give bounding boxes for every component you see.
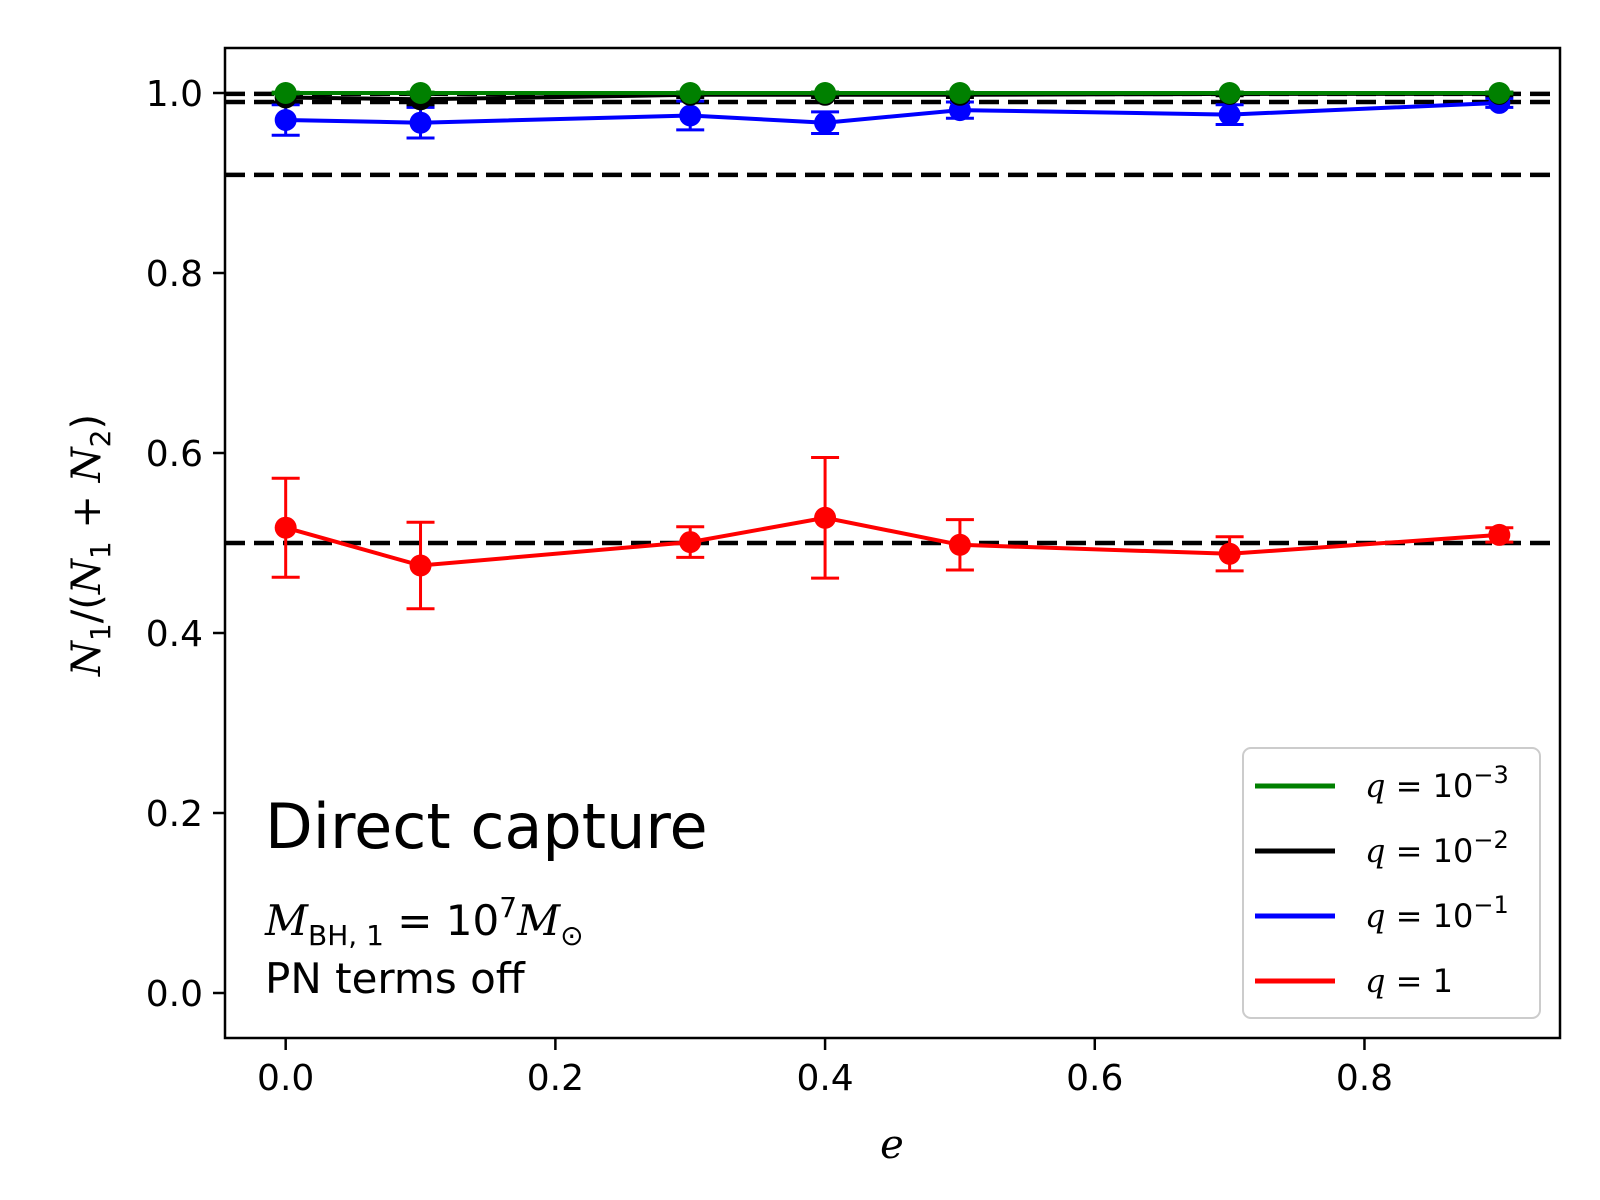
legend-label-2: q = 10−1 [1365, 891, 1509, 935]
legend-box [1242, 747, 1541, 1019]
mass-exponent: 7 [499, 891, 517, 924]
legend-label-0: q = 10−3 [1365, 761, 1509, 805]
legend-eq-3: = 1 [1385, 962, 1453, 1000]
mass-unit: M [516, 896, 561, 945]
legend-eq-1: = 10 [1385, 832, 1473, 870]
y-tick-label-0: 0.0 [146, 974, 203, 1015]
y-tick-label-2: 0.4 [146, 614, 203, 655]
legend-q-0: q [1365, 767, 1385, 805]
y-tick-label-4: 0.8 [146, 254, 203, 295]
series-0 [271, 82, 1514, 104]
y-tick-label-1: 0.2 [146, 794, 203, 835]
legend-q-3: q [1365, 962, 1385, 1000]
x-tick-label-0: 0.0 [257, 1058, 314, 1099]
legend-q-2: q [1365, 897, 1385, 935]
annotation-pn: PN terms off [265, 954, 526, 1003]
y-label-sub3: 2 [84, 430, 117, 448]
data-point-2-3 [814, 111, 837, 134]
legend-exp-2: −1 [1473, 891, 1508, 919]
y-label-sub2: 1 [84, 541, 117, 559]
data-point-0-6 [1488, 82, 1511, 104]
legend-q-1: q [1365, 832, 1385, 870]
mass-symbol: M [264, 896, 309, 945]
legend-label-3: q = 1 [1365, 962, 1453, 1000]
y-label-plus: + [64, 482, 110, 541]
y-label-n: N [64, 639, 110, 677]
data-point-0-3 [814, 82, 837, 104]
annotation-mass: MBH, 1 = 107M⊙ [264, 891, 584, 952]
data-point-2-5 [1218, 103, 1241, 126]
data-point-3-6 [1488, 523, 1511, 546]
x-tick-label-1: 0.2 [527, 1058, 584, 1099]
data-point-3-0 [274, 516, 297, 539]
legend-eq-0: = 10 [1385, 767, 1473, 805]
data-point-3-3 [814, 506, 837, 529]
legend-items: q = 10−3q = 10−2q = 10−1q = 1 [1255, 761, 1509, 1000]
y-label-sub1: 1 [84, 623, 117, 641]
data-point-2-2 [679, 104, 702, 127]
legend-exp-1: −2 [1473, 826, 1508, 854]
data-point-3-4 [948, 533, 971, 556]
data-point-3-1 [409, 554, 432, 577]
x-tick-label-4: 0.8 [1336, 1058, 1393, 1099]
x-tick-label-3: 0.6 [1066, 1058, 1123, 1099]
data-point-0-4 [948, 82, 971, 104]
y-tick-label-5: 1.0 [146, 74, 203, 115]
data-point-0-0 [274, 82, 297, 104]
legend-eq-2: = 10 [1385, 897, 1473, 935]
data-point-2-1 [409, 111, 432, 134]
annotation-block: Direct capture MBH, 1 = 107M⊙ PN terms o… [264, 790, 708, 1003]
mass-equals: = 10 [384, 896, 499, 945]
data-point-0-2 [679, 82, 702, 104]
y-label-n1: N [64, 557, 110, 595]
annotation-title: Direct capture [265, 790, 708, 863]
y-axis: 0.0 0.2 0.4 0.6 0.8 1.0 [146, 74, 225, 1015]
x-axis-label: e [880, 1122, 904, 1168]
data-point-3-5 [1218, 542, 1241, 565]
mass-unit-sub: ⊙ [560, 919, 583, 952]
y-label-close: ) [64, 414, 110, 430]
y-label-open: /( [64, 594, 110, 623]
data-point-2-0 [274, 109, 297, 131]
plot-frame [223, 46, 1562, 1040]
series-3 [271, 456, 1514, 611]
legend-label-1: q = 10−2 [1365, 826, 1509, 870]
y-label-n2: N [64, 445, 110, 483]
x-axis: 0.0 0.2 0.4 0.6 0.8 [257, 1038, 1393, 1099]
legend: q = 10−3q = 10−2q = 10−1q = 1 [1242, 747, 1541, 1019]
series-layer [271, 82, 1514, 611]
data-point-0-1 [409, 82, 432, 104]
y-tick-label-3: 0.6 [146, 434, 203, 475]
data-point-2-4 [948, 99, 971, 122]
y-axis-label: N1/(N1 + N2) [64, 414, 117, 677]
mass-subscript: BH, 1 [308, 919, 384, 952]
legend-exp-0: −3 [1473, 761, 1508, 789]
x-tick-label-2: 0.4 [796, 1058, 853, 1099]
data-point-3-2 [679, 531, 702, 554]
data-point-0-5 [1218, 82, 1241, 104]
